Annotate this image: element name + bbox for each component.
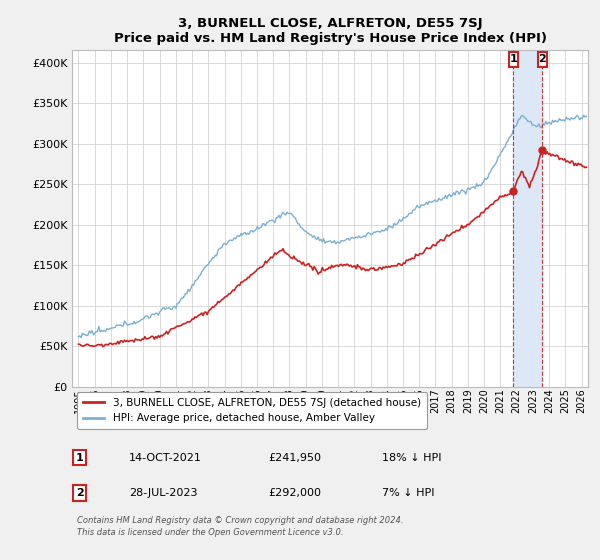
Text: 2: 2 bbox=[538, 54, 546, 64]
Text: 1: 1 bbox=[76, 452, 83, 463]
Text: 28-JUL-2023: 28-JUL-2023 bbox=[129, 488, 197, 498]
Text: £241,950: £241,950 bbox=[268, 452, 321, 463]
Legend: 3, BURNELL CLOSE, ALFRETON, DE55 7SJ (detached house), HPI: Average price, detac: 3, BURNELL CLOSE, ALFRETON, DE55 7SJ (de… bbox=[77, 392, 427, 430]
Text: Contains HM Land Registry data © Crown copyright and database right 2024.
This d: Contains HM Land Registry data © Crown c… bbox=[77, 516, 404, 536]
Text: 14-OCT-2021: 14-OCT-2021 bbox=[129, 452, 202, 463]
FancyBboxPatch shape bbox=[509, 52, 518, 67]
Title: 3, BURNELL CLOSE, ALFRETON, DE55 7SJ
Price paid vs. HM Land Registry's House Pri: 3, BURNELL CLOSE, ALFRETON, DE55 7SJ Pri… bbox=[113, 17, 547, 45]
Text: £292,000: £292,000 bbox=[268, 488, 321, 498]
Text: 2: 2 bbox=[76, 488, 83, 498]
Text: 1: 1 bbox=[509, 54, 517, 64]
Text: 7% ↓ HPI: 7% ↓ HPI bbox=[382, 488, 434, 498]
Text: 18% ↓ HPI: 18% ↓ HPI bbox=[382, 452, 441, 463]
FancyBboxPatch shape bbox=[538, 52, 547, 67]
Bar bbox=[513, 50, 542, 386]
